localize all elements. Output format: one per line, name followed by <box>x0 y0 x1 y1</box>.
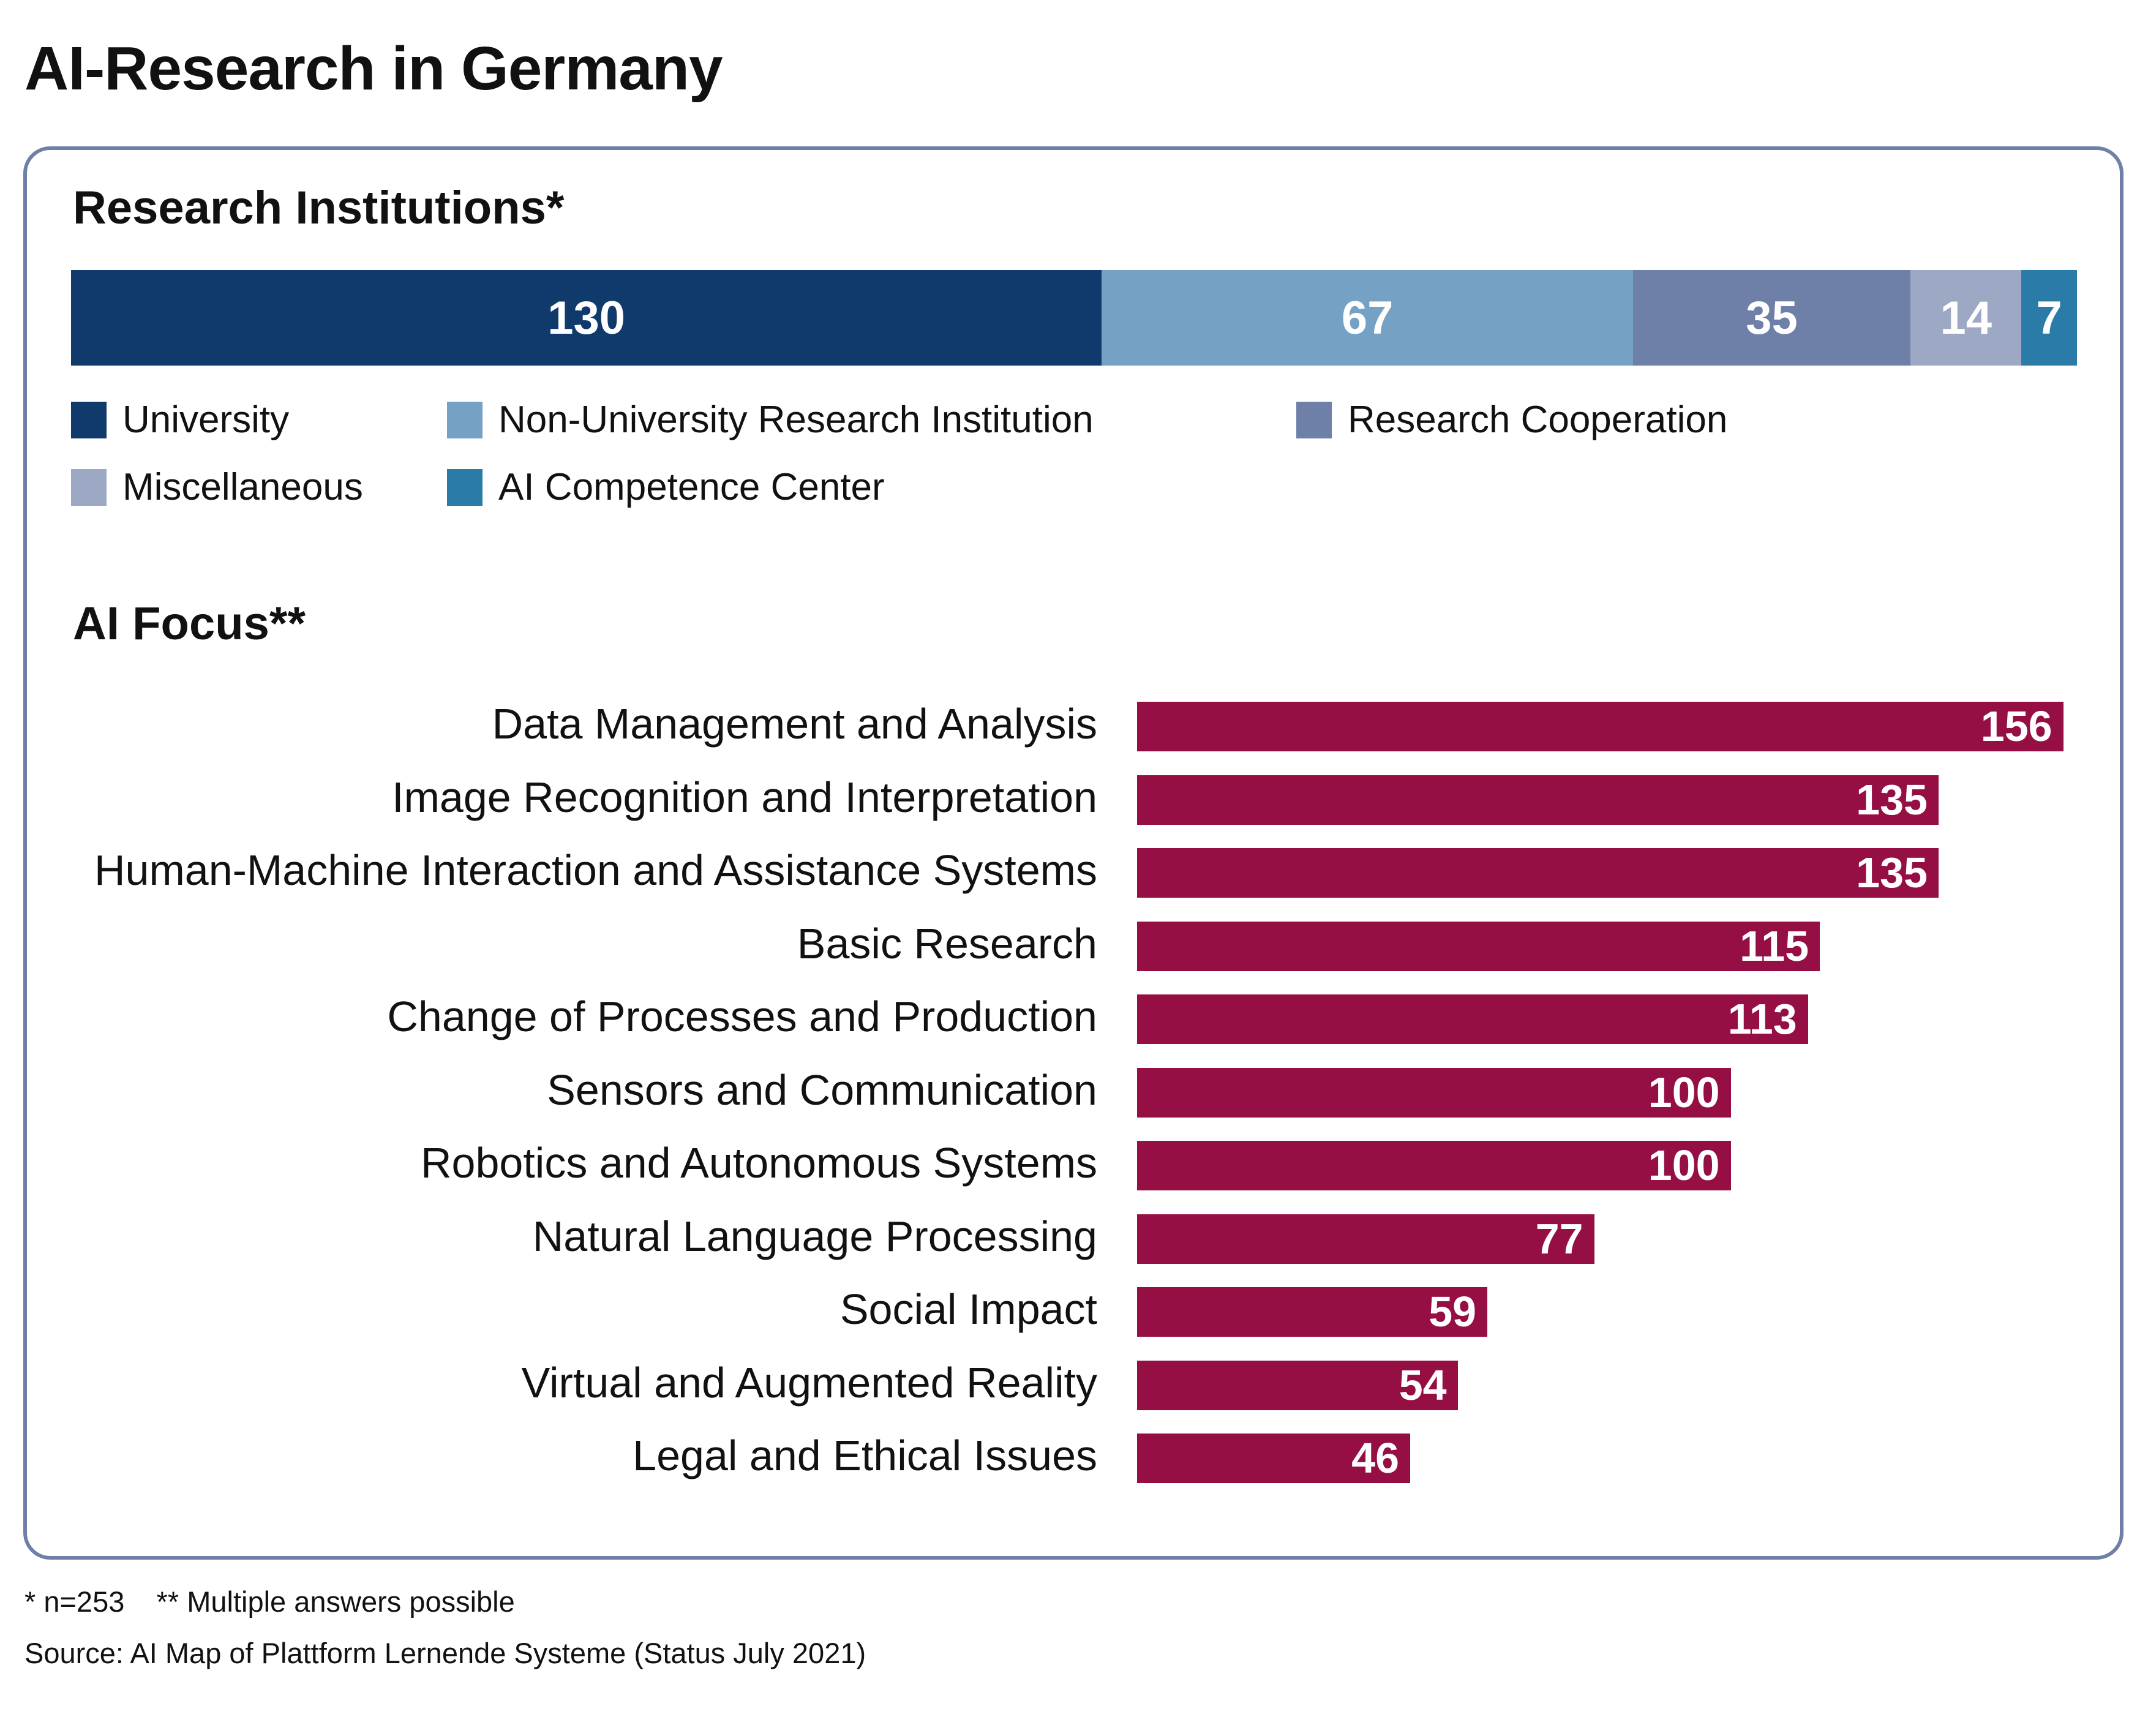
legend-item: AI Competence Center <box>447 465 885 509</box>
bar: 54 <box>1137 1360 1458 1410</box>
source-note: Source: AI Map of Plattform Lernende Sys… <box>24 1637 866 1669</box>
bar-value: 46 <box>1351 1434 1400 1482</box>
stack-segment: 7 <box>2021 270 2077 366</box>
bar-value: 54 <box>1399 1361 1447 1409</box>
category-label: Social Impact <box>839 1285 1097 1333</box>
bar-value: 135 <box>1856 775 1928 824</box>
category-label: Legal and Ethical Issues <box>633 1432 1097 1479</box>
segment-value: 67 <box>1341 291 1394 344</box>
category-label: Virtual and Augmented Reality <box>521 1358 1097 1407</box>
bar-value: 100 <box>1648 1141 1720 1189</box>
legend-item: Miscellaneous <box>71 465 363 509</box>
research-institutions-title: Research Institutions* <box>73 182 565 234</box>
page-title: AI-Research in Germany <box>24 34 723 103</box>
stack-segment: 14 <box>1910 270 2022 366</box>
bar: 77 <box>1137 1214 1594 1264</box>
segment-value: 14 <box>1940 291 1992 344</box>
bar: 46 <box>1137 1434 1411 1483</box>
bar: 59 <box>1137 1287 1488 1337</box>
category-label: Data Management and Analysis <box>492 700 1097 748</box>
stack-segment: 35 <box>1632 270 1911 366</box>
legend-item: Non-University Research Institution <box>447 398 1094 442</box>
ai-focus-title: AI Focus** <box>73 598 306 650</box>
legend-label: Miscellaneous <box>122 466 363 508</box>
bar-value: 156 <box>1980 702 2052 750</box>
legend-label: University <box>122 399 290 441</box>
bar: 100 <box>1137 1067 1731 1118</box>
category-label: Basic Research <box>797 919 1097 968</box>
legend-label: Research Cooperation <box>1348 399 1728 441</box>
footnote: * n=253 ** Multiple answers possible <box>24 1585 515 1618</box>
bar-value: 113 <box>1727 995 1797 1043</box>
stack-segment: 67 <box>1102 270 1633 366</box>
legend-label: AI Competence Center <box>498 466 885 508</box>
bar: 115 <box>1137 921 1820 971</box>
legend-label: Non-University Research Institution <box>498 399 1094 441</box>
bar-value: 135 <box>1856 849 1928 896</box>
category-label: Image Recognition and Interpretation <box>392 773 1097 821</box>
category-label: Change of Processes and Production <box>387 993 1097 1040</box>
legend-swatch <box>71 401 107 438</box>
stack-segment: 130 <box>71 270 1102 366</box>
bar: 100 <box>1137 1141 1731 1190</box>
legend-swatch <box>447 468 483 506</box>
legend-swatch <box>447 401 483 438</box>
segment-value: 35 <box>1746 291 1798 344</box>
category-label: Natural Language Processing <box>532 1212 1097 1260</box>
category-label: Human-Machine Interaction and Assistance… <box>94 846 1097 894</box>
bar-value: 77 <box>1535 1214 1583 1263</box>
legend-item: Research Cooperation <box>1296 398 1727 442</box>
bar-value: 100 <box>1648 1068 1720 1116</box>
bar: 135 <box>1137 775 1939 825</box>
chart-frame <box>23 146 2124 1560</box>
segment-value: 7 <box>2036 291 2062 344</box>
bar-value: 59 <box>1429 1288 1477 1336</box>
legend-item: University <box>71 398 289 442</box>
bar: 156 <box>1137 702 2064 751</box>
bar: 113 <box>1137 994 1808 1044</box>
legend-swatch <box>71 468 107 506</box>
bar-value: 115 <box>1740 922 1809 970</box>
segment-value: 130 <box>547 291 626 344</box>
legend-swatch <box>1296 401 1332 438</box>
category-label: Robotics and Autonomous Systems <box>420 1139 1097 1187</box>
category-label: Sensors and Communication <box>547 1065 1097 1114</box>
bar: 135 <box>1137 848 1939 898</box>
